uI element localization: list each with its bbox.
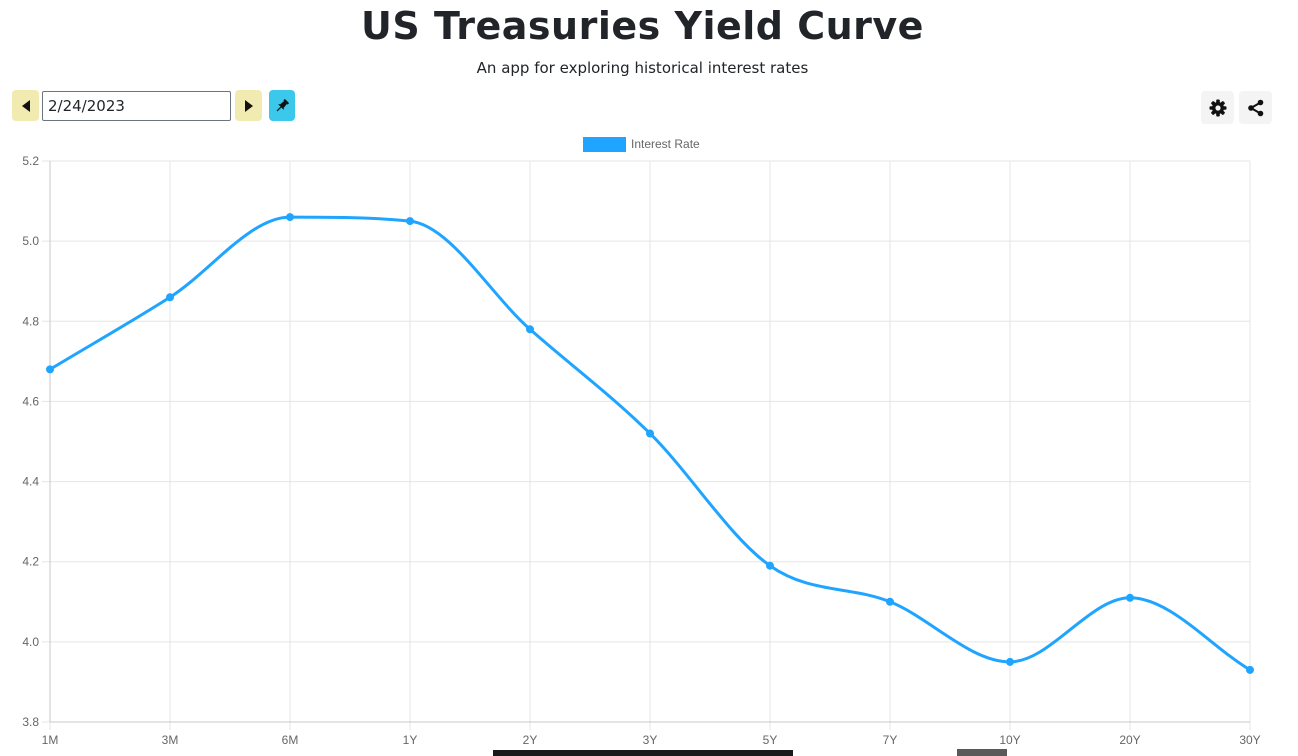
next-date-button[interactable]	[235, 90, 262, 121]
y-tick-label: 5.2	[22, 154, 39, 168]
x-tick-label: 1Y	[403, 733, 418, 747]
y-tick-label: 5.0	[22, 234, 39, 248]
previous-date-button[interactable]	[12, 90, 39, 121]
series-line-interest-rate	[49, 215, 1251, 672]
x-tick-label: 30Y	[1239, 733, 1260, 747]
x-tick-label: 3M	[162, 733, 179, 747]
data-point	[166, 293, 174, 302]
footer-block	[957, 749, 1007, 756]
x-tick-label: 7Y	[883, 733, 898, 747]
data-point	[526, 325, 534, 334]
share-icon	[1247, 99, 1263, 116]
x-tick-label: 5Y	[763, 733, 778, 747]
data-point	[1246, 665, 1254, 674]
y-tick-label: 4.4	[22, 475, 39, 489]
legend-swatch	[583, 137, 626, 152]
page-title: US Treasuries Yield Curve	[361, 4, 924, 48]
caret-right-icon	[244, 99, 253, 112]
data-point	[646, 429, 654, 438]
pin-icon	[276, 98, 290, 111]
data-point	[46, 365, 54, 374]
gear-icon	[1209, 99, 1226, 116]
data-point	[886, 597, 894, 606]
footer-strip	[493, 750, 793, 756]
y-tick-label: 4.0	[22, 635, 39, 649]
y-tick-label: 4.2	[22, 555, 39, 569]
x-tick-label: 2Y	[523, 733, 538, 747]
x-tick-label: 20Y	[1119, 733, 1140, 747]
data-point	[766, 561, 774, 570]
y-tick-label: 4.8	[22, 314, 39, 328]
data-point	[286, 213, 294, 222]
date-input[interactable]	[42, 91, 231, 121]
legend-label: Interest Rate	[631, 137, 700, 151]
settings-button[interactable]	[1201, 91, 1234, 124]
y-tick-label: 3.8	[22, 715, 39, 729]
share-button[interactable]	[1239, 91, 1272, 124]
data-point	[406, 217, 414, 226]
caret-left-icon	[21, 99, 30, 112]
x-tick-label: 1M	[42, 733, 59, 747]
page-subtitle: An app for exploring historical interest…	[476, 59, 809, 77]
x-tick-label: 3Y	[643, 733, 658, 747]
y-tick-label: 4.6	[22, 394, 39, 408]
data-point	[1126, 593, 1134, 602]
pin-button[interactable]	[269, 90, 295, 121]
x-tick-label: 6M	[282, 733, 299, 747]
data-point	[1006, 657, 1014, 666]
x-tick-label: 10Y	[999, 733, 1020, 747]
